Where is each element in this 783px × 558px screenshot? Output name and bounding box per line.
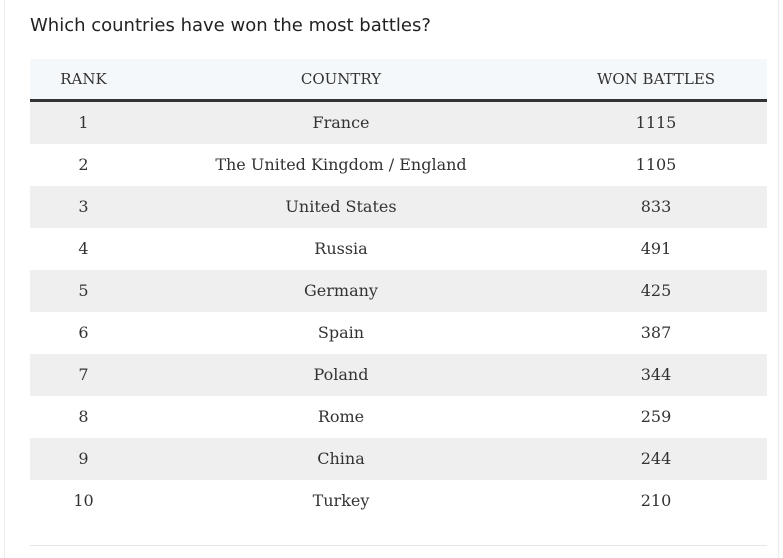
rank-cell: 3 [78, 197, 89, 216]
header-rank[interactable]: RANK [30, 59, 137, 102]
rank-cell: 7 [78, 365, 89, 384]
header-won-battles[interactable]: WON BATTLES [545, 59, 767, 102]
won-battles-cell: 833 [640, 197, 672, 216]
country-cell: Russia [314, 239, 368, 258]
table-row: 2 The United Kingdom / England 1105 [30, 143, 767, 186]
rank-cell: 9 [78, 449, 89, 468]
rank-cell: 4 [78, 239, 89, 258]
won-battles-cell: 1115 [635, 113, 677, 132]
won-battles-cell: 210 [640, 491, 672, 510]
country-cell: China [317, 449, 365, 468]
won-battles-cell: 425 [640, 281, 672, 300]
table-row: 1 France 1115 [30, 100, 767, 144]
table-row: 7 Poland 344 [30, 353, 767, 396]
rank-cell: 5 [78, 281, 89, 300]
table-row: 4 Russia 491 [30, 227, 767, 270]
rank-cell: 10 [73, 491, 94, 510]
table-header-row: RANK COUNTRY WON BATTLES [30, 59, 767, 102]
rank-cell: 2 [78, 155, 89, 174]
won-battles-cell: 491 [640, 239, 672, 258]
table-row: 6 Spain 387 [30, 311, 767, 354]
rank-cell: 1 [78, 113, 89, 132]
country-cell: The United Kingdom / England [215, 155, 467, 174]
country-cell: Rome [317, 407, 365, 426]
country-cell: Spain [317, 323, 365, 342]
country-cell: United States [285, 197, 397, 216]
bottom-divider [30, 545, 767, 546]
header-country[interactable]: COUNTRY [137, 59, 545, 102]
table-row: 8 Rome 259 [30, 395, 767, 438]
won-battles-cell: 259 [640, 407, 672, 426]
country-cell: Turkey [312, 491, 370, 510]
rank-cell: 6 [78, 323, 89, 342]
won-battles-cell: 344 [640, 365, 672, 384]
table-row: 5 Germany 425 [30, 269, 767, 312]
won-battles-cell: 244 [640, 449, 672, 468]
table-row: 9 China 244 [30, 437, 767, 480]
question-heading: Which countries have won the most battle… [30, 15, 431, 36]
table-row: 3 United States 833 [30, 185, 767, 228]
won-battles-cell: 387 [640, 323, 672, 342]
country-cell: France [312, 113, 370, 132]
content-card: Which countries have won the most battle… [4, 0, 779, 558]
rank-cell: 8 [78, 407, 89, 426]
country-cell: Poland [313, 365, 369, 384]
table-row: 10 Turkey 210 [30, 479, 767, 522]
won-battles-cell: 1105 [635, 155, 677, 174]
country-cell: Germany [304, 281, 378, 300]
battles-table: RANK COUNTRY WON BATTLES 1 France 1115 2… [30, 59, 767, 522]
